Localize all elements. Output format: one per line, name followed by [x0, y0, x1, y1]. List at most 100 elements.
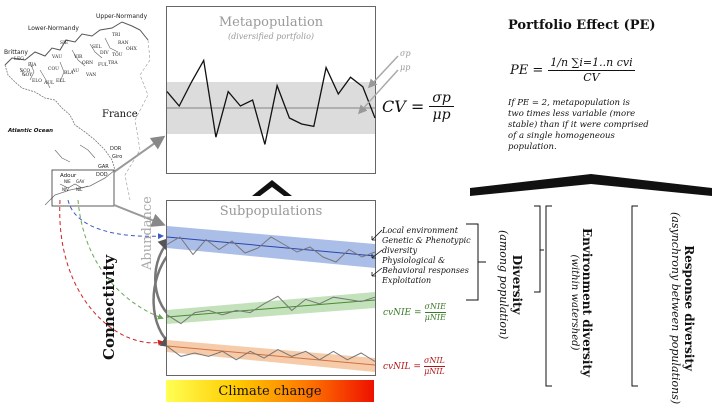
- ocean-label: Atlantic Ocean: [7, 128, 53, 134]
- driver-physiological: Physiological &: [382, 256, 446, 265]
- climate-change-label: Climate change: [218, 383, 322, 399]
- river-code-tou: TOU: [112, 52, 123, 58]
- brittany-label: Brittany: [4, 49, 28, 56]
- river-code-div: DIV: [100, 50, 109, 56]
- nil-map-label: NIL: [76, 187, 83, 192]
- green-trend-line: [166, 299, 376, 318]
- river-code-au: AU: [71, 68, 79, 74]
- cv-nil-formula: cvNIL = σNIL μNIL: [383, 356, 445, 377]
- nie-map-label: NIE: [64, 179, 71, 184]
- adour-label: Adour: [60, 173, 77, 179]
- metapopulation-panel: Metapopulation (diversified portfolio): [166, 6, 376, 174]
- driver-diversity: diversity: [382, 246, 418, 255]
- env-diversity-title: Environment diversity: [580, 228, 594, 377]
- cv-fraction: σp μp: [429, 90, 454, 123]
- orange-trend-line: [166, 345, 376, 366]
- cv-nil-den: μNIL: [424, 367, 445, 376]
- river-code-tra: TRA: [108, 60, 118, 66]
- dod-label: DOD: [96, 172, 108, 178]
- connectivity-label: Connectivity: [100, 254, 118, 360]
- diversity-subtitle: (among population): [497, 230, 510, 340]
- driver-behavioral: Behavioral responses: [382, 266, 469, 275]
- cv-nil-num: σNIL: [423, 356, 445, 367]
- river-code-sie: SIE: [60, 40, 68, 46]
- pe-denominator: CV: [583, 71, 600, 84]
- cv-lhs: CV =: [382, 97, 425, 116]
- river-code-orn: ORN: [82, 60, 93, 66]
- driver-exploitation: Exploitation: [382, 276, 432, 285]
- pe-note-line-4: of a single homogeneous: [508, 131, 615, 141]
- subpopulations-panel: Subpopulations: [166, 200, 376, 376]
- river-code-vir: VIR: [73, 54, 83, 60]
- cv-nil-lhs: cvNIL =: [383, 361, 421, 372]
- river-code-leg: LEG: [14, 56, 24, 62]
- blue-series-line: [166, 236, 376, 263]
- river-code-van: VAN: [85, 72, 96, 78]
- bracket-env-left: [545, 205, 552, 387]
- diversity-title: Diversity: [510, 254, 524, 315]
- diversity-column: Diversity (among population): [497, 230, 524, 339]
- river-code-ohx: OHX: [126, 46, 138, 52]
- driver-genetic: Genetic & Phenotypic: [382, 236, 471, 245]
- pe-lhs: PE =: [510, 63, 544, 78]
- cv-formula: CV = σp μp: [382, 90, 454, 123]
- driver-local-env: Local environment: [382, 226, 458, 235]
- pe-note-line-2: two times less variable (more: [508, 109, 636, 119]
- pe-note-line-3: stable) than if it were comprised: [508, 120, 649, 130]
- cv-denominator: μp: [432, 107, 451, 123]
- river-code-bla: BLA: [64, 70, 74, 76]
- cv-nie-num: σNIE: [424, 302, 446, 313]
- cv-nie-lhs: cvNIE =: [383, 307, 422, 318]
- river-code-goy: GOY: [22, 72, 33, 78]
- pe-note-line-5: population.: [508, 142, 557, 152]
- upper-normandy-label: Upper-Normandy: [96, 13, 148, 20]
- gav-map-label: GAV: [76, 179, 85, 184]
- pe-note-line-1: If PE = 2, metapopulation is: [508, 98, 630, 108]
- metapop-title: Metapopulation: [219, 15, 324, 30]
- chevron-up-icon: [252, 180, 292, 196]
- river-code-tri: TRI: [112, 32, 120, 38]
- mu-p-label: μp: [400, 63, 410, 72]
- sigma-p-label: σp: [400, 49, 411, 58]
- river-code-elo: ELO: [32, 78, 42, 84]
- metapop-series-line: [166, 58, 376, 145]
- river-code-sel: SEL: [92, 44, 101, 50]
- climate-change-bar: Climate change: [166, 380, 374, 402]
- bracket-resp-left: [631, 205, 638, 387]
- resp-diversity-title: Response diversity: [682, 245, 696, 371]
- portfolio-title: Portfolio Effect (PE): [508, 18, 656, 33]
- abundance-axis-label: Abundance: [140, 196, 155, 270]
- env-diversity-subtitle: (within watershed): [569, 254, 580, 351]
- cv-numerator: σp: [429, 90, 454, 107]
- gar-label: GAR: [98, 164, 109, 170]
- river-code-eja: EJA: [28, 62, 37, 68]
- pe-formula: PE = 1/n ∑i=1..n cvi CV: [510, 56, 635, 85]
- river-code-sco: SCO: [20, 68, 31, 74]
- river-code-vau: VAU: [51, 54, 62, 60]
- diversity-bracket: [466, 223, 486, 301]
- bracket-diversity: [534, 205, 544, 293]
- green-series-line: [166, 295, 376, 325]
- orange-series-line: [166, 345, 376, 362]
- france-label: France: [102, 109, 138, 120]
- river-code-cou: COU: [48, 66, 59, 72]
- cv-nie-den: μNIE: [424, 313, 446, 322]
- metapop-annotations: σp μp: [357, 49, 411, 115]
- resp-diversity-column: Response diversity (asynchrony between p…: [669, 212, 696, 404]
- blue-trend-line: [166, 236, 376, 257]
- pe-note: If PE = 2, metapopulation is two times l…: [508, 98, 668, 153]
- river-code-ran: RAN: [118, 40, 129, 46]
- metapop-subtitle: (diversified portfolio): [228, 32, 314, 41]
- resp-diversity-subtitle: (asynchrony between populations): [669, 212, 682, 405]
- dor-label: DOR: [110, 146, 122, 152]
- northern-coastline: [4, 21, 149, 66]
- niv-map-label: NIV: [62, 187, 69, 192]
- river-code-ell: ELL: [56, 78, 65, 84]
- drivers-list: Local environment Genetic & Phenotypic d…: [382, 226, 471, 286]
- river-code-aul: AUL: [43, 80, 54, 86]
- driver-arrows: [371, 229, 383, 277]
- lower-normandy-label: Lower-Normandy: [28, 25, 79, 32]
- cv-nie-formula: cvNIE = σNIE μNIE: [383, 302, 446, 323]
- pe-numerator: 1/n ∑i=1..n cvi: [548, 56, 635, 71]
